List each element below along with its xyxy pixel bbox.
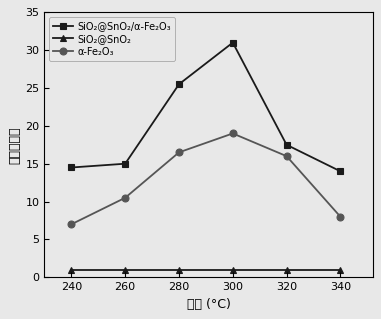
Y-axis label: 气敏响应値: 气敏响应値 [8,126,21,164]
SiO₂@SnO₂/α-Fe₂O₃ [284,143,289,147]
SiO₂@SnO₂/α-Fe₂O₃ [231,41,235,45]
SiO₂@SnO₂ [231,268,235,271]
α-Fe₂O₃ [69,222,74,226]
X-axis label: 温度 (°C): 温度 (°C) [187,298,231,311]
SiO₂@SnO₂ [123,268,128,271]
SiO₂@SnO₂ [338,268,343,271]
α-Fe₂O₃ [284,154,289,158]
α-Fe₂O₃ [123,196,128,200]
α-Fe₂O₃ [231,131,235,135]
SiO₂@SnO₂ [284,268,289,271]
SiO₂@SnO₂/α-Fe₂O₃ [177,82,181,86]
α-Fe₂O₃ [338,215,343,219]
Line: SiO₂@SnO₂/α-Fe₂O₃: SiO₂@SnO₂/α-Fe₂O₃ [68,39,344,175]
Line: α-Fe₂O₃: α-Fe₂O₃ [68,130,344,228]
SiO₂@SnO₂ [177,268,181,271]
α-Fe₂O₃ [177,151,181,154]
Legend: SiO₂@SnO₂/α-Fe₂O₃, SiO₂@SnO₂, α-Fe₂O₃: SiO₂@SnO₂/α-Fe₂O₃, SiO₂@SnO₂, α-Fe₂O₃ [50,17,175,61]
SiO₂@SnO₂/α-Fe₂O₃ [338,169,343,173]
SiO₂@SnO₂/α-Fe₂O₃ [69,166,74,169]
SiO₂@SnO₂/α-Fe₂O₃ [123,162,128,166]
Line: SiO₂@SnO₂: SiO₂@SnO₂ [68,266,344,273]
SiO₂@SnO₂ [69,268,74,271]
